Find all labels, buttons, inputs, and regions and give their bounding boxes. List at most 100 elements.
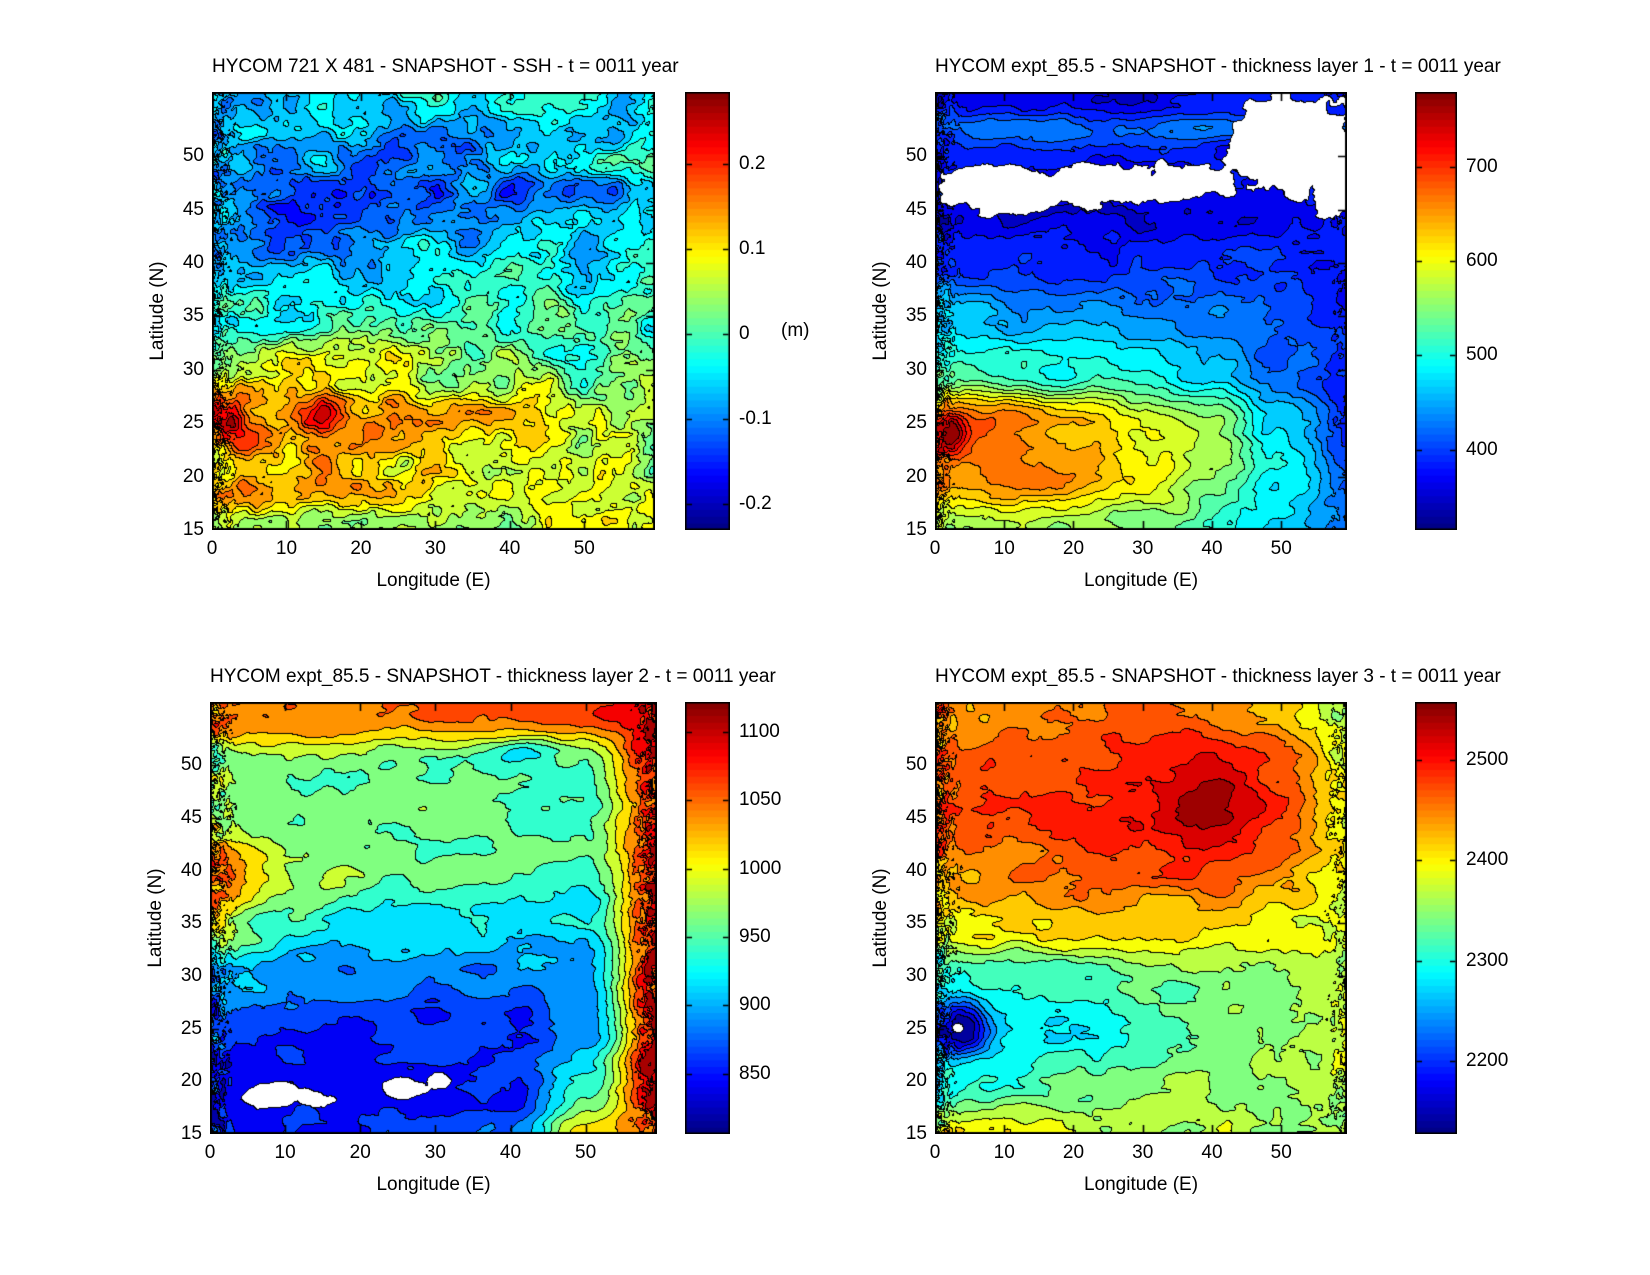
x-tick-label: 0 — [929, 1142, 941, 1163]
y-axis-label: Latitude (N) — [145, 868, 166, 968]
x-axis-label: Longitude (E) — [1083, 1174, 1199, 1195]
y-tick-label: 35 — [905, 912, 927, 934]
x-tick-label: 20 — [350, 538, 372, 559]
colorbar-tick-label: 2300 — [1466, 949, 1509, 971]
x-tick-label: 50 — [575, 1142, 597, 1163]
x-tick-label: 0 — [929, 538, 941, 559]
y-tick-label: 20 — [182, 465, 204, 487]
x-tick-label: 20 — [1062, 538, 1085, 559]
panel-ssh: HYCOM 721 X 481 - SNAPSHOT - SSH - t = 0… — [147, 56, 809, 591]
y-tick-label: 30 — [180, 964, 202, 986]
x-axis-label: Longitude (E) — [376, 570, 491, 591]
y-tick-label: 50 — [182, 145, 204, 167]
colorbar-tick-label: -0.2 — [739, 493, 772, 515]
y-tick-label: 20 — [905, 1070, 927, 1092]
y-tick-label: 45 — [905, 198, 927, 220]
x-tick-label: 0 — [204, 1142, 216, 1163]
colorbar-canvas — [1415, 702, 1457, 1134]
x-axis-label: Longitude (E) — [1083, 570, 1199, 591]
colorbar-tick-label: 2500 — [1466, 749, 1509, 771]
y-tick-label: 25 — [180, 1017, 202, 1039]
panel-title: HYCOM expt_85.5 - SNAPSHOT - thickness l… — [935, 666, 1501, 687]
x-tick-label: 30 — [424, 538, 446, 559]
y-tick-label: 40 — [905, 251, 927, 273]
y-tick-label: 40 — [905, 859, 927, 881]
x-tick-label: 40 — [1201, 1142, 1223, 1163]
x-tick-label: 0 — [206, 538, 218, 559]
y-tick-label: 15 — [182, 519, 204, 540]
colorbar-tick-label: 0 — [739, 323, 750, 345]
colorbar-tick-label: 1000 — [739, 857, 782, 879]
colorbar-canvas — [685, 92, 730, 530]
colorbar-tick-label: 850 — [739, 1062, 771, 1084]
x-tick-label: 50 — [1270, 538, 1292, 559]
x-tick-label: 30 — [1132, 1142, 1154, 1163]
x-tick-label: 20 — [1062, 1142, 1085, 1163]
y-tick-label: 35 — [905, 305, 927, 327]
x-tick-label: 20 — [349, 1142, 371, 1163]
colorbar-canvas — [685, 702, 730, 1134]
colorbar-canvas — [1415, 92, 1457, 530]
x-tick-label: 50 — [1270, 1142, 1292, 1163]
contour-plot-canvas — [935, 92, 1347, 530]
colorbar-tick-label: 700 — [1466, 155, 1498, 177]
y-tick-label: 45 — [905, 806, 927, 828]
colorbar-tick-label: 0.1 — [739, 238, 766, 260]
x-tick-label: 30 — [424, 1142, 446, 1163]
y-tick-label: 50 — [180, 754, 202, 776]
panel-layer2-thickness: HYCOM expt_85.5 - SNAPSHOT - thickness l… — [145, 666, 781, 1195]
y-tick-label: 15 — [905, 1123, 927, 1144]
x-tick-label: 10 — [275, 538, 298, 559]
panel-layer3-thickness: HYCOM expt_85.5 - SNAPSHOT - thickness l… — [870, 666, 1508, 1195]
y-axis-label: Latitude (N) — [147, 261, 168, 361]
y-tick-label: 40 — [180, 859, 202, 881]
y-tick-label: 45 — [180, 806, 202, 828]
y-tick-label: 50 — [905, 145, 927, 167]
y-tick-label: 25 — [905, 412, 927, 434]
x-tick-label: 10 — [993, 538, 1015, 559]
y-tick-label: 50 — [905, 754, 927, 776]
colorbar-tick-label: 400 — [1466, 438, 1498, 460]
colorbar-tick-label: 600 — [1466, 249, 1498, 271]
x-tick-label: 50 — [573, 538, 595, 559]
colorbar-tick-label: 950 — [739, 926, 771, 948]
colorbar-tick-label: -0.1 — [739, 408, 772, 430]
y-tick-label: 20 — [905, 465, 927, 487]
y-axis-label: Latitude (N) — [870, 868, 891, 968]
y-tick-label: 15 — [180, 1123, 202, 1144]
y-tick-label: 30 — [905, 964, 927, 986]
colorbar-tick-label: 500 — [1466, 344, 1498, 366]
panel-layer1-thickness: HYCOM expt_85.5 - SNAPSHOT - thickness l… — [870, 56, 1501, 591]
x-tick-label: 40 — [499, 538, 521, 559]
y-tick-label: 25 — [905, 1017, 927, 1039]
y-axis-label: Latitude (N) — [870, 261, 891, 361]
y-tick-label: 35 — [182, 305, 204, 327]
y-tick-label: 20 — [180, 1070, 202, 1092]
x-tick-label: 10 — [274, 1142, 296, 1163]
x-tick-label: 40 — [499, 1142, 522, 1163]
colorbar-tick-label: 2200 — [1466, 1049, 1509, 1071]
colorbar-tick-label: 900 — [739, 994, 771, 1016]
x-tick-label: 40 — [1201, 538, 1223, 559]
y-tick-label: 35 — [180, 912, 202, 934]
y-tick-label: 45 — [182, 198, 204, 220]
y-tick-label: 40 — [182, 251, 204, 273]
colorbar-unit-label: (m) — [781, 320, 810, 342]
y-tick-label: 15 — [905, 519, 927, 540]
colorbar-tick-label: 0.2 — [739, 153, 766, 175]
panel-title: HYCOM expt_85.5 - SNAPSHOT - thickness l… — [210, 666, 776, 687]
x-tick-label: 10 — [993, 1142, 1015, 1163]
panel-title: HYCOM expt_85.5 - SNAPSHOT - thickness l… — [935, 56, 1501, 77]
y-tick-label: 25 — [182, 412, 204, 434]
contour-plot-canvas — [212, 92, 655, 530]
contour-plot-canvas — [210, 702, 657, 1134]
colorbar-tick-label: 1100 — [739, 721, 780, 743]
y-tick-label: 30 — [905, 358, 927, 380]
contour-plot-canvas — [935, 702, 1347, 1134]
panel-title: HYCOM 721 X 481 - SNAPSHOT - SSH - t = 0… — [212, 56, 679, 77]
x-tick-label: 30 — [1132, 538, 1154, 559]
y-tick-label: 30 — [182, 358, 204, 380]
colorbar-tick-label: 2400 — [1466, 849, 1509, 871]
colorbar-tick-label: 1050 — [739, 789, 782, 811]
